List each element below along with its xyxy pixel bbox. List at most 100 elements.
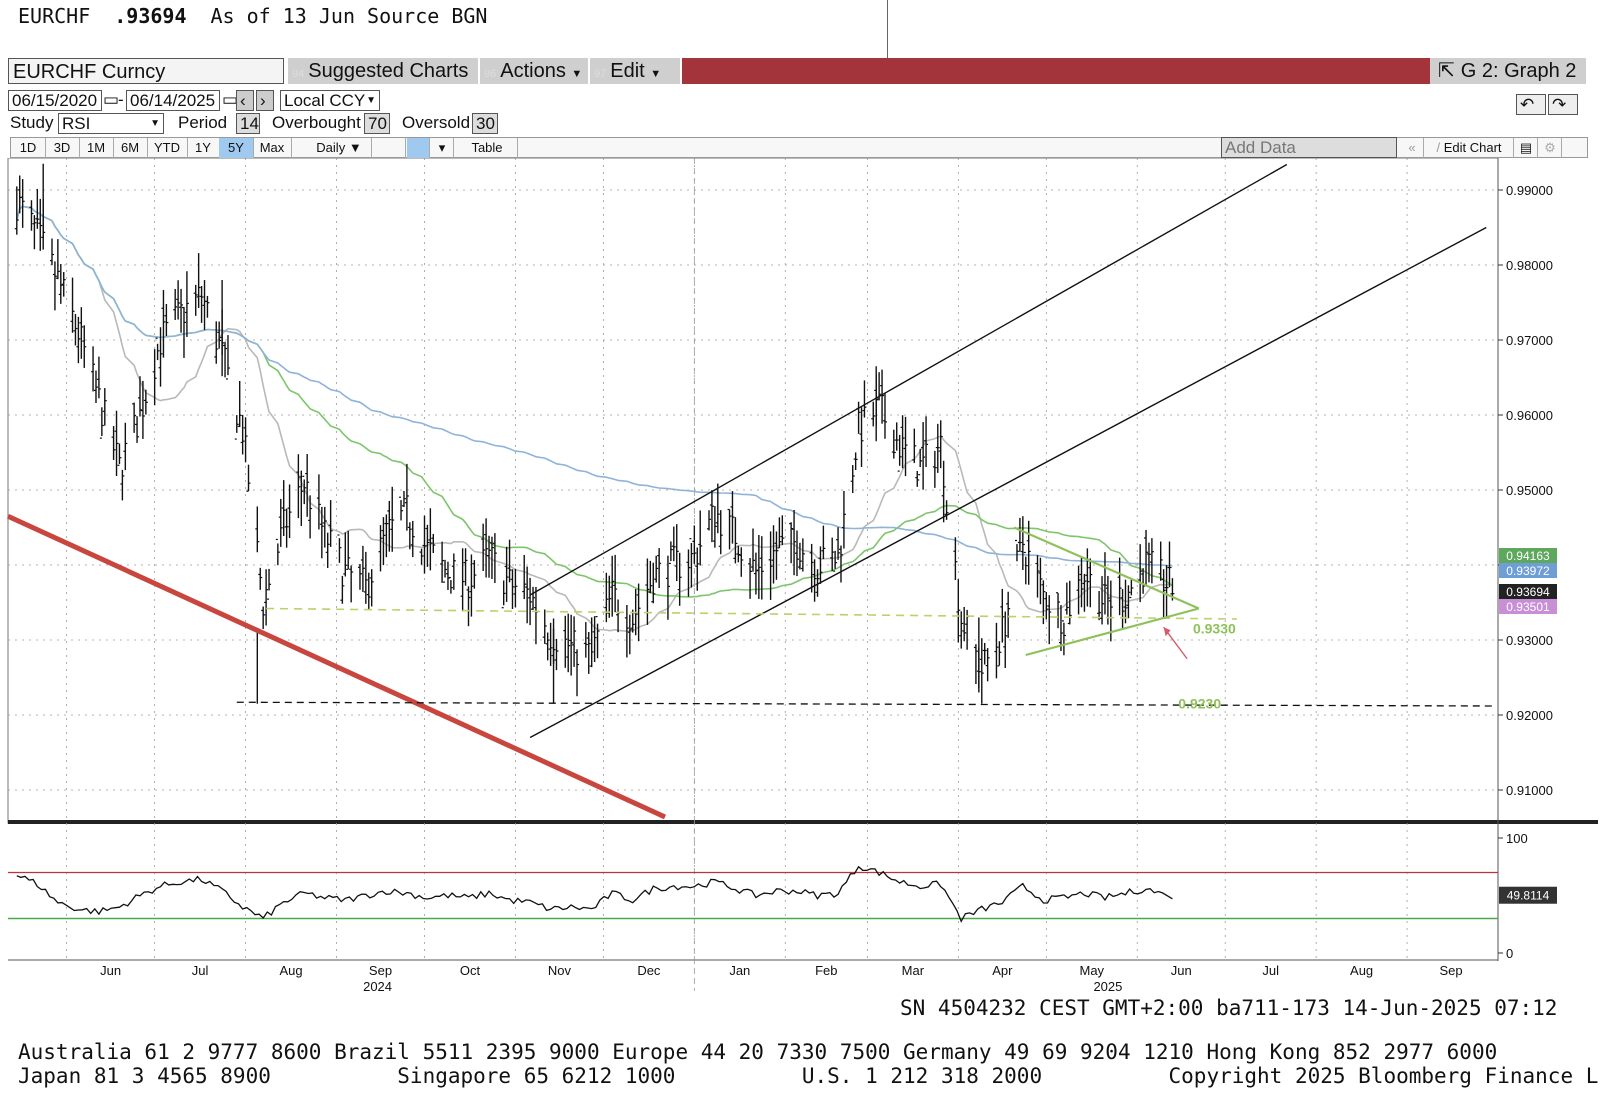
- gear-icon[interactable]: ⚙: [1539, 138, 1562, 158]
- range-tab-3d[interactable]: 3D: [45, 138, 80, 158]
- frequency-value: Daily: [316, 140, 346, 155]
- range-bar: 1D 3D 1M 6M YTD 1Y 5Y Max Daily ▼ ▾ Table Add D…: [10, 137, 1588, 158]
- rsi-tick-label: 0: [1506, 946, 1513, 961]
- rsi-last-box: [1499, 886, 1557, 904]
- calendar-icon[interactable]: ▭: [222, 90, 239, 109]
- range-tab-ytd[interactable]: YTD: [147, 138, 188, 158]
- collapse-icon[interactable]: «: [1401, 138, 1424, 158]
- rsi-tick-label: 100: [1506, 831, 1528, 846]
- overbought-field[interactable]: 70: [364, 113, 390, 134]
- frequency-select[interactable]: Daily ▼: [307, 138, 372, 158]
- level-annotation: 0.9330: [1193, 621, 1236, 637]
- table-button[interactable]: Table: [457, 138, 518, 158]
- chart-settings-icon[interactable]: ▤: [1515, 138, 1538, 158]
- period-field[interactable]: 14: [236, 113, 260, 134]
- month-label: Mar: [902, 963, 925, 978]
- security-field[interactable]: EURCHF Curncy: [8, 58, 284, 84]
- footer-copyright: Japan 81 3 4565 8900 Singapore 65 6212 1…: [18, 1064, 1600, 1088]
- support-0933-line: [266, 607, 1237, 620]
- price-chart[interactable]: 0.9330 0.9230 0.99000 0.98000 0.97000 0.9600…: [0, 158, 1600, 998]
- price-tick-label: 0.93000: [1506, 633, 1553, 648]
- last-price: .93694: [114, 4, 187, 28]
- arrow-head: [1163, 627, 1171, 637]
- price-tick-label: 0.97000: [1506, 333, 1553, 348]
- range-tab-1d[interactable]: 1D: [11, 138, 46, 158]
- price-frame: [7, 158, 1499, 824]
- study-value: RSI: [62, 114, 91, 133]
- price-tick-label: 0.96000: [1506, 408, 1553, 423]
- date-from-field[interactable]: 06/15/2020: [8, 90, 102, 111]
- redo-icon[interactable]: ↷: [1548, 94, 1578, 115]
- moving-averages: [16, 205, 1173, 633]
- range-tab-5y[interactable]: 5Y: [219, 138, 254, 158]
- price-label: 0.93972: [1506, 564, 1550, 578]
- price-tick-label: 0.92000: [1506, 708, 1553, 723]
- footer-phones: Australia 61 2 9777 8600 Brazil 5511 239…: [18, 1040, 1498, 1064]
- graph-label: G 2: Graph 2: [1460, 60, 1577, 82]
- price-axis: 0.990000.980000.970000.960000.950000.940…: [1498, 183, 1557, 798]
- edit-chart-button[interactable]: / Edit Chart: [1425, 138, 1514, 158]
- year-label: 2025: [1093, 979, 1122, 994]
- chevron-down-icon[interactable]: ▾: [431, 138, 454, 158]
- title-band: [682, 58, 1430, 84]
- price-label-box: [1499, 563, 1557, 578]
- undo-icon[interactable]: ↶: [1516, 94, 1546, 115]
- popout-icon[interactable]: ⇱: [1438, 60, 1455, 82]
- oversold-label: Oversold: [402, 113, 471, 132]
- price-bars: [14, 163, 1175, 704]
- rsi-panel: 100 0 49.8114: [8, 831, 1557, 961]
- currency-select[interactable]: Local CCY ▼: [280, 90, 380, 111]
- support-0923-line: [236, 701, 1496, 707]
- header-divider: [887, 0, 888, 58]
- ma-200-line: [16, 205, 1173, 567]
- footer-session: SN 4504232 CEST GMT+2:00 ba711-173 14-Ju…: [900, 996, 1558, 1020]
- price-label-box: [1499, 548, 1557, 563]
- range-tab-1y[interactable]: 1Y: [187, 138, 220, 158]
- add-data-input[interactable]: Add Data: [1221, 137, 1397, 158]
- month-label: Aug: [1350, 963, 1373, 978]
- study-label: Study: [10, 113, 54, 132]
- edit-menu[interactable]: 97 Edit ▼: [590, 58, 680, 84]
- range-tab-6m[interactable]: 6M: [113, 138, 148, 158]
- graph-tab[interactable]: ⇱ G 2: Graph 2: [1430, 58, 1586, 84]
- quote-header: EURCHF .93694 As of 13 Jun Source BGN: [18, 4, 511, 28]
- edit-label: Edit: [610, 60, 645, 82]
- trend-lines: 0.9330 0.9230: [6, 163, 1496, 820]
- month-label: Feb: [815, 963, 837, 978]
- month-label: Sep: [1440, 963, 1463, 978]
- calendar-icon[interactable]: ▭: [103, 90, 120, 109]
- price-label: 0.93501: [1506, 600, 1550, 614]
- prev-arrow-icon[interactable]: ‹: [236, 90, 254, 111]
- date-to-field[interactable]: 06/14/2025: [126, 90, 220, 111]
- price-tick-label: 0.98000: [1506, 258, 1553, 273]
- chevron-down-icon: ▼: [150, 118, 160, 129]
- triangle-upper-line: [1013, 526, 1200, 610]
- bar-style-button[interactable]: [407, 138, 430, 158]
- month-label: May: [1079, 963, 1104, 978]
- grid: [7, 158, 1598, 991]
- price-label-box: [1499, 599, 1557, 614]
- price-label-box: [1499, 584, 1557, 599]
- next-arrow-icon[interactable]: ›: [256, 90, 274, 111]
- channel-lower-line: [529, 226, 1487, 739]
- oversold-field[interactable]: 30: [472, 113, 498, 134]
- chevron-down-icon: ▼: [348, 140, 362, 155]
- suggested-num: 94: [292, 68, 305, 80]
- actions-menu[interactable]: 96 Actions ▼: [480, 58, 588, 84]
- study-select[interactable]: RSI ▼: [58, 113, 164, 134]
- rsi-last-label: 49.8114: [1507, 889, 1550, 903]
- price-label: 0.94163: [1506, 549, 1550, 563]
- edit-chart-label: Edit Chart: [1443, 140, 1502, 155]
- asof-text: As of 13 Jun Source BGN: [210, 4, 488, 28]
- month-label: Apr: [992, 963, 1013, 978]
- range-tab-1m[interactable]: 1M: [79, 138, 114, 158]
- range-tab-max[interactable]: Max: [253, 138, 292, 158]
- overbought-label: Overbought: [272, 113, 361, 132]
- suggested-label: Suggested Charts: [308, 60, 469, 82]
- chart-style-button[interactable]: [375, 138, 406, 158]
- currency-value: Local CCY: [284, 91, 366, 110]
- edit-num: 97: [594, 68, 607, 80]
- chevron-down-icon: ▼: [571, 68, 583, 80]
